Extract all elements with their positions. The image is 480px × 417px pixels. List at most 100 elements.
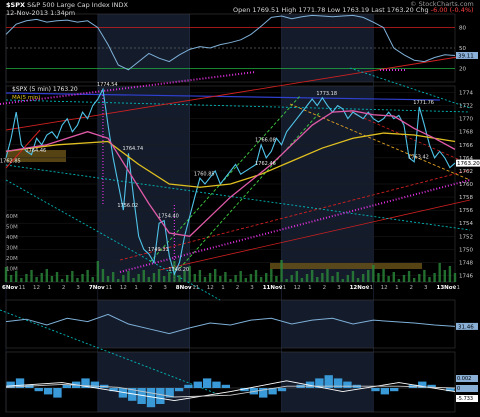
price-annotation: 1774.54 — [97, 82, 118, 88]
histogram-bar — [53, 388, 62, 398]
volume-bar — [132, 278, 135, 282]
x-tick-label: 12 — [120, 285, 127, 291]
histogram-bar — [305, 381, 315, 388]
label-layer: 80502039.1117461748175017521754175617581… — [0, 26, 480, 402]
volume-bar — [321, 273, 324, 282]
high-value: 1771.78 — [298, 6, 326, 14]
x-tick-label: 7Nov — [89, 285, 105, 291]
volume-bar — [60, 279, 64, 282]
histogram-bar — [324, 375, 333, 388]
volume-bar — [224, 272, 227, 282]
volume-bar — [142, 270, 145, 282]
price-annotation: 1773.18 — [316, 91, 337, 97]
top-tick-label: 80 — [459, 26, 466, 32]
volume-bar — [285, 279, 288, 282]
volume-bar — [173, 261, 176, 282]
volume-label: 20M — [6, 256, 18, 262]
price-annotation: 1763.42 — [408, 155, 429, 161]
x-tick-label: 2 — [410, 285, 414, 291]
volume-bar — [295, 271, 299, 282]
x-tick-label: 6Nov — [2, 285, 18, 291]
histogram-bar — [221, 384, 230, 388]
histogram-bar — [193, 381, 202, 388]
histogram-bar — [268, 388, 277, 395]
x-tick-label: 2 — [149, 285, 153, 291]
histogram-bar — [380, 388, 390, 395]
volume-bar — [183, 271, 186, 282]
volume-bar — [213, 269, 217, 282]
volume-label: 50M — [6, 225, 18, 231]
high-label: High — [281, 6, 297, 14]
volume-bar — [234, 275, 237, 282]
x-tick-label: 12 — [381, 285, 388, 291]
series-price — [5, 87, 456, 276]
x-tick-label: 11 — [453, 285, 460, 291]
x-tick-label: 1 — [395, 285, 399, 291]
x-tick-label: 11 — [366, 285, 373, 291]
volume-bar — [20, 278, 23, 282]
volume-bar — [402, 275, 406, 282]
volume-bar — [331, 276, 334, 282]
volume-bar — [106, 276, 110, 282]
header-date: 12-Nov-2013 1:34pm — [6, 9, 76, 17]
volume-bar — [361, 274, 365, 282]
top-tick-label: 50 — [459, 46, 466, 52]
histogram-bar — [315, 378, 324, 388]
low-label: Low — [327, 6, 341, 14]
top-indicator-line — [5, 14, 456, 71]
volume-bar — [122, 275, 125, 282]
x-tick-label: 12 — [207, 285, 214, 291]
histogram-bar — [202, 378, 212, 388]
x-tick-label: 1 — [47, 285, 51, 291]
volume-bar — [162, 276, 166, 282]
volume-bar — [336, 272, 339, 282]
low-value: 1763.19 — [342, 6, 370, 14]
x-tick-label: 3 — [250, 285, 254, 291]
trend-line — [159, 199, 471, 271]
price-title: $SPX (5 min) 1763.20 — [12, 86, 78, 93]
price-tick-label: 1752 — [459, 234, 473, 240]
open-label: Open — [233, 6, 251, 14]
volume-bar — [193, 274, 196, 282]
volume-bar — [397, 279, 401, 282]
volume-bar — [270, 269, 273, 282]
volume-bar — [25, 274, 28, 282]
volume-bar — [433, 273, 436, 282]
price-annotation: 1764.74 — [122, 146, 143, 152]
ma-legend: MA(5 min) — [12, 95, 40, 101]
x-tick-label: 2 — [236, 285, 240, 291]
volume-bar — [418, 274, 421, 282]
volume-bar — [346, 275, 350, 282]
volume-bar — [356, 278, 360, 282]
price-tick-label: 1766 — [459, 143, 473, 149]
index-name: S&P 500 Large Cap Index — [27, 1, 110, 9]
top-last-value: 39.11 — [458, 53, 474, 59]
volume-bar — [229, 279, 232, 282]
panel-frame — [5, 299, 456, 349]
session-band — [97, 300, 190, 348]
volume-bar — [76, 278, 79, 282]
histogram-bar — [6, 381, 15, 388]
x-tick-label: 11 — [18, 285, 25, 291]
lower-tick-tag — [456, 375, 478, 382]
x-tick-label: 1 — [221, 285, 225, 291]
x-tick-label: 11 — [192, 285, 199, 291]
volume-bar — [412, 278, 416, 282]
histogram-bar — [81, 378, 90, 388]
x-tick-label: 13Nov — [437, 285, 457, 291]
volume-bar — [239, 271, 242, 282]
histogram-bar — [90, 381, 100, 388]
histogram-bar — [277, 388, 287, 392]
volume-bar — [249, 274, 253, 282]
histogram-bar — [156, 388, 165, 404]
volume-bar — [208, 273, 212, 282]
volume-label: 60M — [6, 214, 18, 220]
histogram-bar — [34, 388, 43, 392]
watermark: © StockCharts.com — [410, 0, 474, 8]
volume-bar — [392, 272, 395, 282]
volume-bar — [453, 273, 457, 282]
lower-tick-label: -5.733 — [457, 396, 473, 402]
volume-bar — [387, 276, 390, 282]
